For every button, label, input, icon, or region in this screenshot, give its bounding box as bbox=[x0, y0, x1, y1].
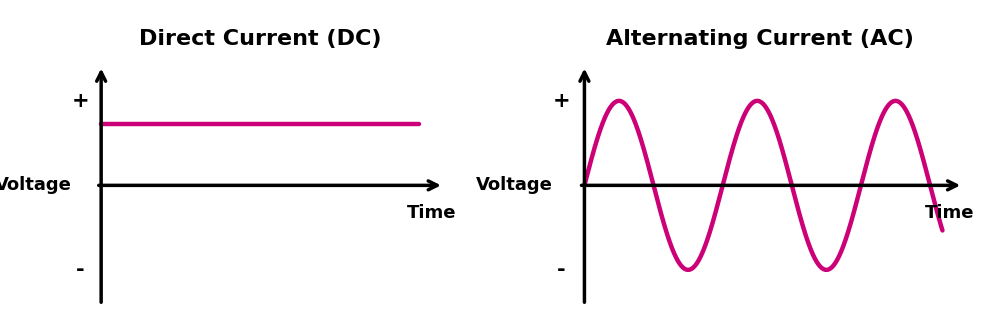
Text: Time: Time bbox=[925, 204, 974, 222]
Text: Voltage: Voltage bbox=[0, 176, 72, 194]
Title: Alternating Current (AC): Alternating Current (AC) bbox=[606, 29, 914, 49]
Text: Voltage: Voltage bbox=[475, 176, 552, 194]
Text: +: + bbox=[72, 91, 89, 111]
Text: +: + bbox=[553, 91, 570, 111]
Text: -: - bbox=[76, 260, 85, 280]
Text: Time: Time bbox=[407, 204, 456, 222]
Title: Direct Current (DC): Direct Current (DC) bbox=[139, 29, 381, 49]
Text: -: - bbox=[557, 260, 566, 280]
